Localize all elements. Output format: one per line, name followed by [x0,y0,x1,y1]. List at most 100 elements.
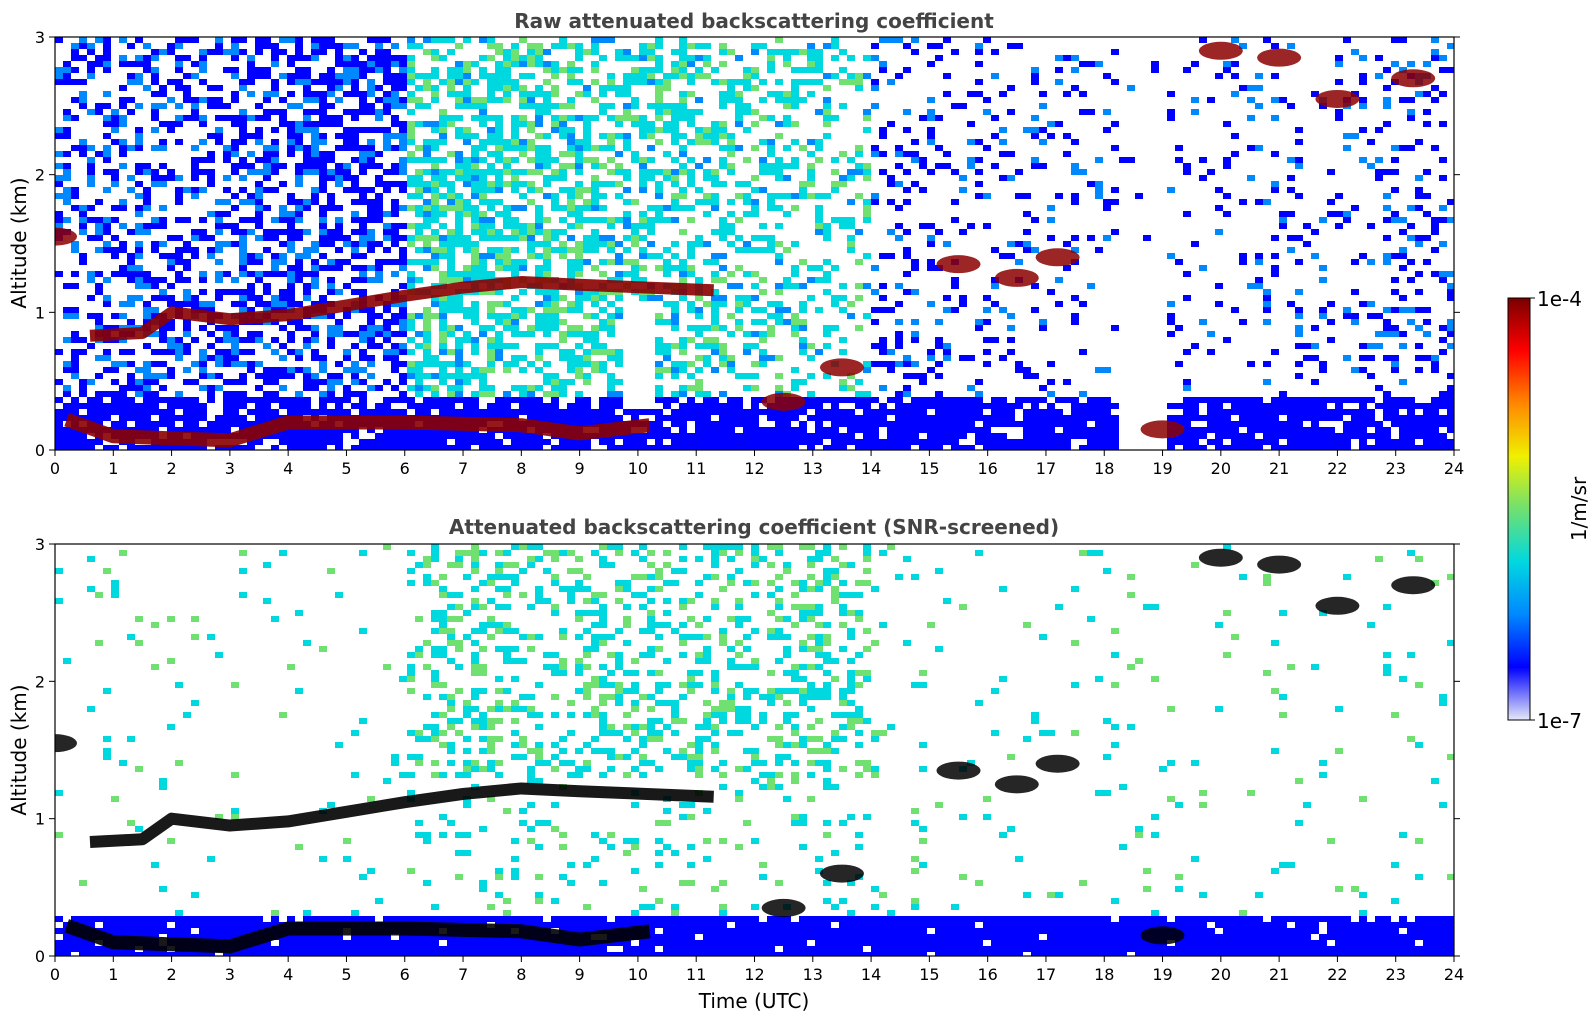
heatmap-cell [1423,355,1431,361]
heatmap-cell [447,361,455,367]
heatmap-cell [783,211,791,217]
heatmap-cell [367,163,375,169]
heatmap-cell [719,97,727,103]
heatmap-cell [639,55,647,61]
heatmap-cell [1279,217,1287,223]
heatmap-cell [95,313,103,319]
heatmap-cell [767,145,775,151]
heatmap-cell [575,43,583,49]
heatmap-cell [727,415,735,421]
heatmap-cell [351,391,359,397]
heatmap-cell [95,199,103,205]
heatmap-cell [1311,355,1319,361]
heatmap-cell [551,325,559,331]
heatmap-cell [1399,397,1407,403]
heatmap-cell [639,223,647,229]
heatmap-cell [1015,421,1023,427]
heatmap-cell [287,283,295,289]
heatmap-cell [951,199,959,205]
heatmap-cell [711,295,719,301]
heatmap-cell [927,127,935,133]
heatmap-cell [431,403,439,409]
heatmap-cell [415,187,423,193]
heatmap-cell [1295,289,1303,295]
heatmap-cell [567,349,575,355]
heatmap-cell [447,277,455,283]
heatmap-cell [543,79,551,85]
heatmap-cell [455,271,463,277]
heatmap-cell [1207,439,1215,445]
heatmap-cell [671,265,679,271]
heatmap-cell [423,169,431,175]
heatmap-cell [879,295,887,301]
heatmap-cell [559,307,567,313]
heatmap-cell [607,349,615,355]
heatmap-cell [567,127,575,133]
heatmap-cell [1215,205,1223,211]
heatmap-cell [199,139,207,145]
heatmap-cell [679,61,687,67]
heatmap-cell [471,409,479,415]
heatmap-cell [455,115,463,121]
heatmap-cell [599,241,607,247]
heatmap-cell [271,49,279,55]
heatmap-cell [1399,445,1407,450]
heatmap-cell [415,343,423,349]
heatmap-cell [343,61,351,67]
heatmap-cell [471,313,479,319]
heatmap-cell [575,157,583,163]
heatmap-cell [959,415,967,421]
heatmap-cell [719,217,727,223]
heatmap-cell [559,247,567,253]
heatmap-cell [375,217,383,223]
heatmap-cell [1423,433,1431,439]
heatmap-cell [191,253,199,259]
heatmap-cell [903,391,911,397]
heatmap-cell [311,121,319,127]
heatmap-cell [1415,175,1423,181]
heatmap-cell [503,409,511,415]
heatmap-cell [431,67,439,73]
heatmap-cell [815,439,823,445]
heatmap-cell [1071,397,1079,403]
heatmap-cell [119,85,127,91]
heatmap-cell [511,115,519,121]
heatmap-cell [455,235,463,241]
heatmap-cell [767,355,775,361]
heatmap-cell [431,433,439,439]
heatmap-cell [455,169,463,175]
heatmap-cell [119,151,127,157]
heatmap-cell [623,139,631,145]
heatmap-cell [479,433,487,439]
heatmap-cell [599,403,607,409]
heatmap-cell [1207,349,1215,355]
heatmap-cell [1303,409,1311,415]
heatmap-cell [255,181,263,187]
heatmap-cell [1263,379,1271,385]
heatmap-cell [1391,439,1399,445]
heatmap-cell [1383,355,1391,361]
heatmap-cell [775,415,783,421]
heatmap-cell [495,67,503,73]
heatmap-cell [951,217,959,223]
heatmap-cell [151,169,159,175]
heatmap-cell [887,175,895,181]
heatmap-cell [663,247,671,253]
heatmap-cell [519,55,527,61]
heatmap-cell [919,379,927,385]
heatmap-cell [103,187,111,193]
heatmap-cell [1095,439,1103,445]
heatmap-cell [215,133,223,139]
heatmap-cell [255,49,263,55]
heatmap-cell [359,61,367,67]
heatmap-cell [319,379,327,385]
heatmap-cell [303,205,311,211]
heatmap-cell [263,175,271,181]
heatmap-cell [455,223,463,229]
heatmap-cell [551,61,559,67]
heatmap-cell [655,103,663,109]
heatmap-cell [295,133,303,139]
heatmap-cell [79,229,87,235]
heatmap-cell [407,151,415,157]
heatmap-cell [79,205,87,211]
